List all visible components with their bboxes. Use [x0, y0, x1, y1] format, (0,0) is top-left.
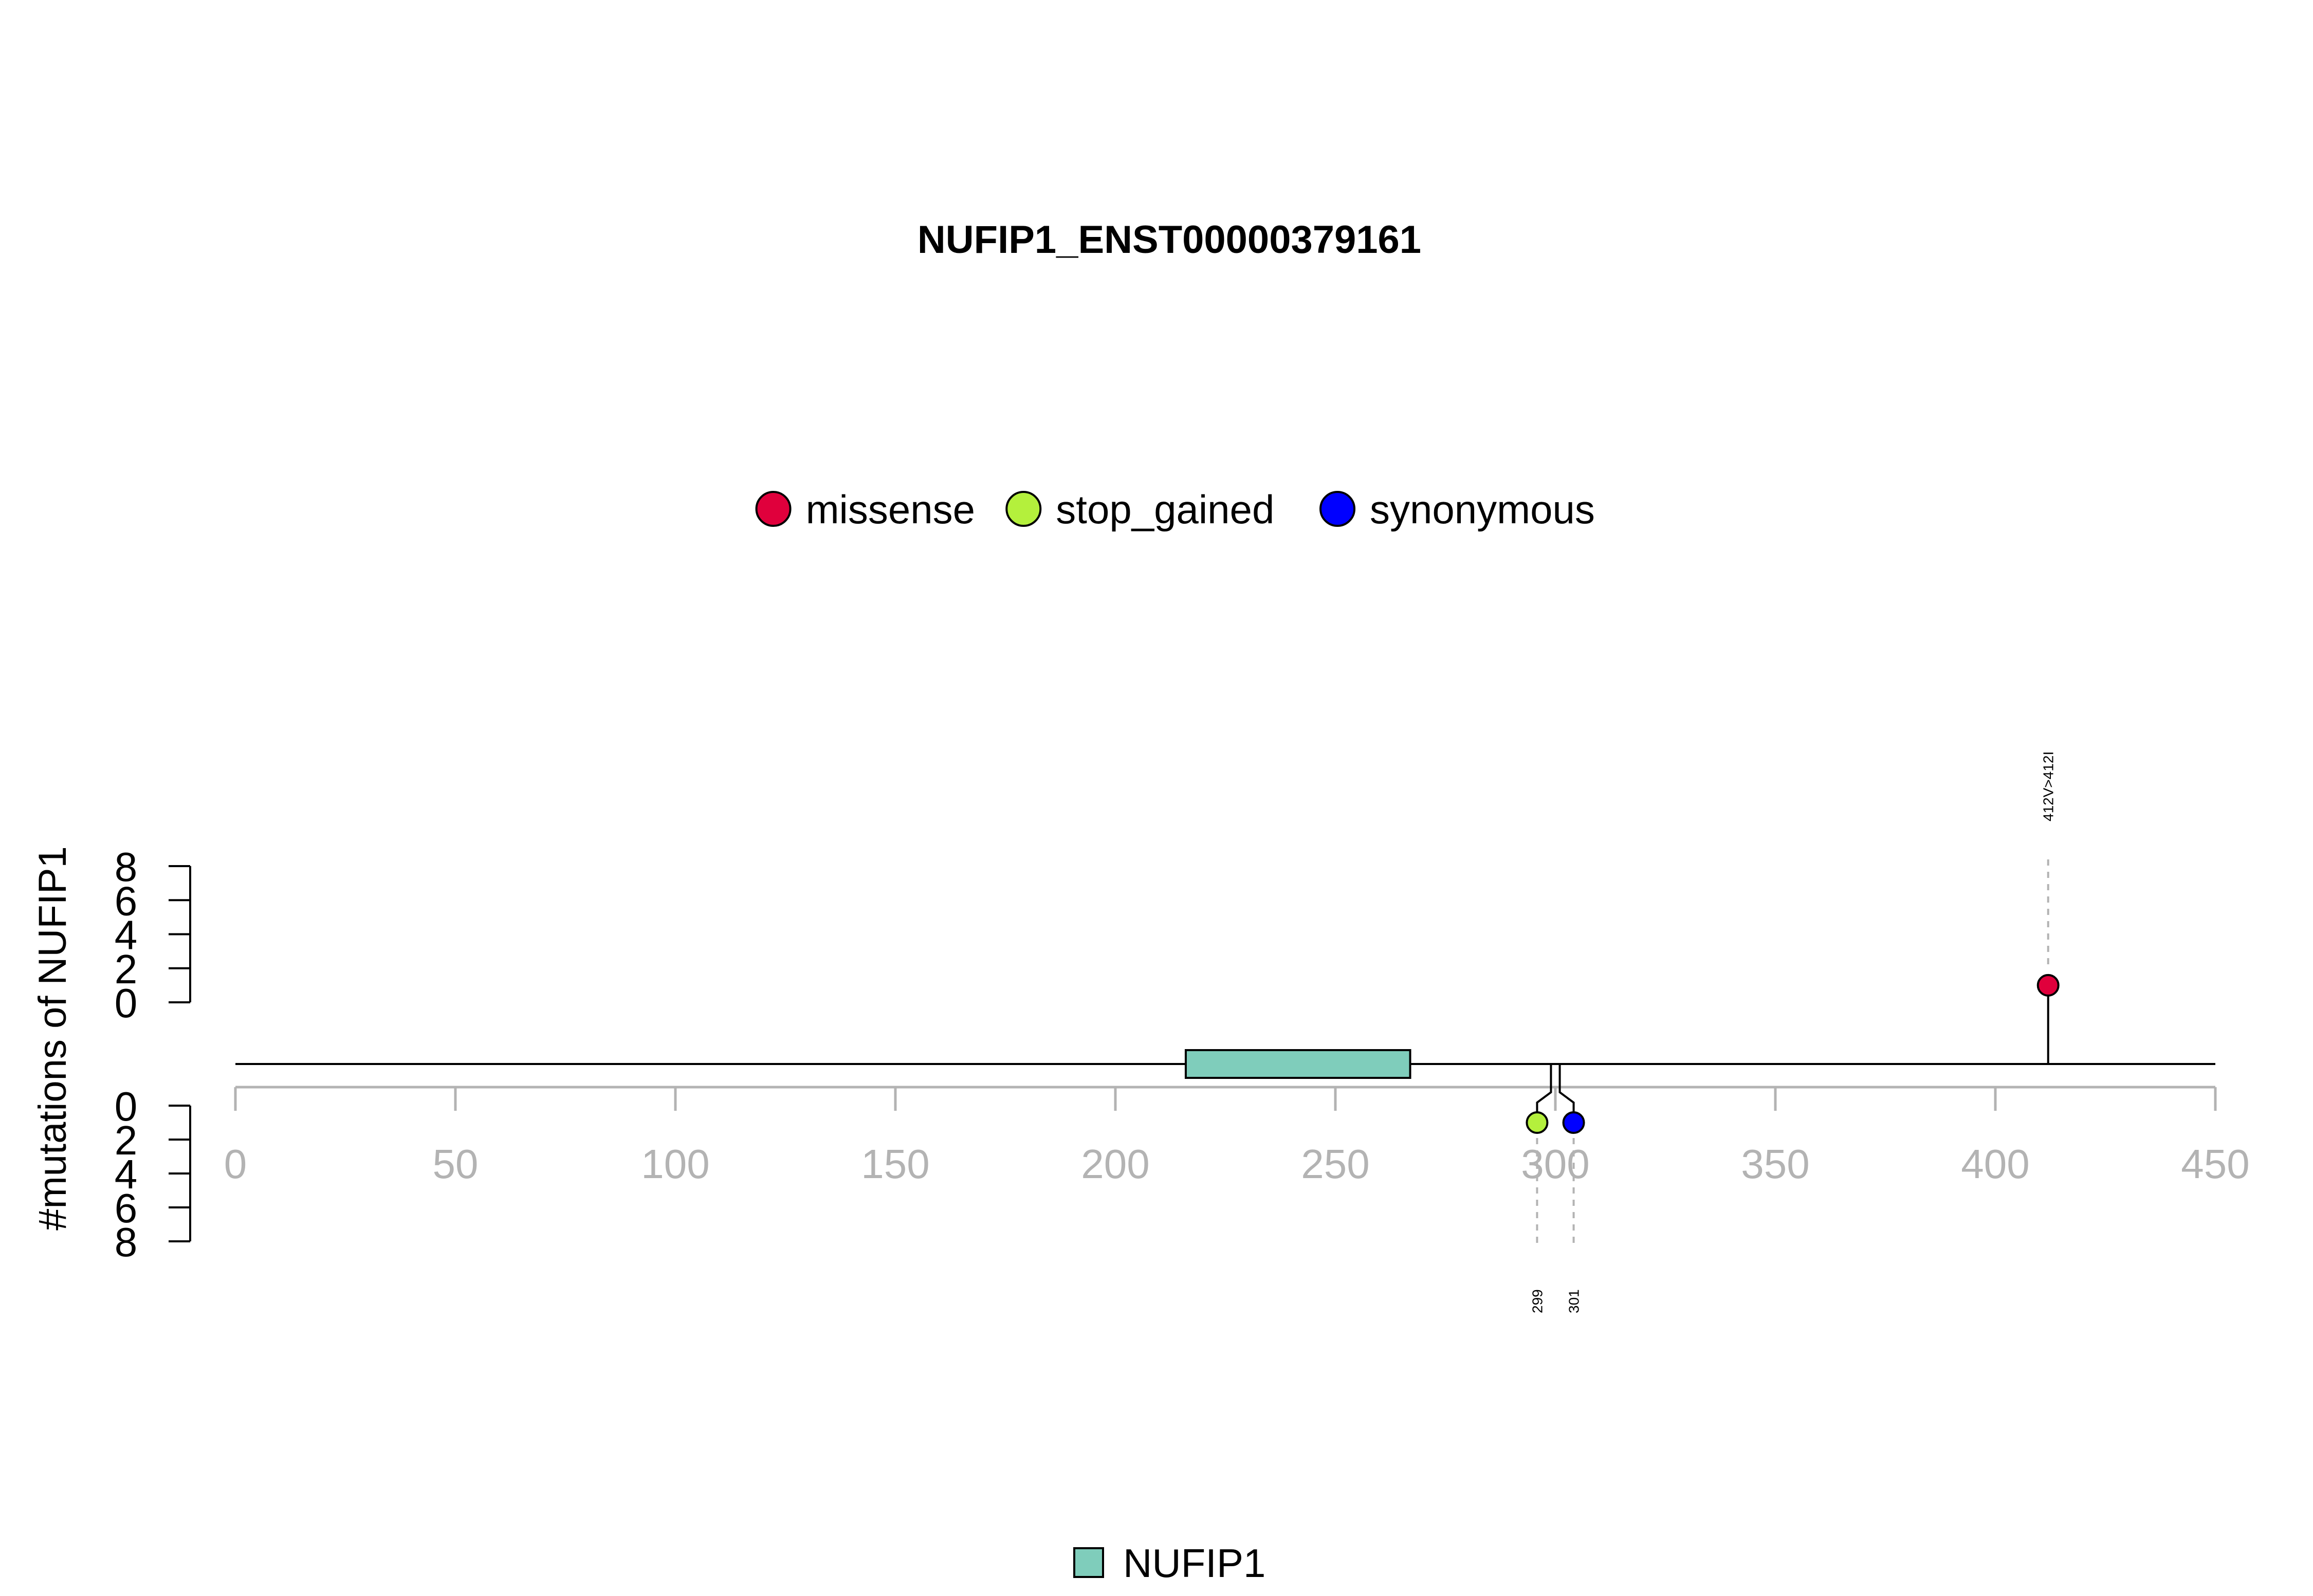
- mutation-label-301: 301: [1566, 1289, 1582, 1313]
- y-tick-label-bottom-8: 8: [115, 1219, 138, 1265]
- legend-item-missense: missense: [755, 487, 975, 532]
- y-tick-label-top-2: 2: [115, 946, 138, 992]
- x-tick-label-250: 250: [1301, 1141, 1369, 1187]
- legend-marker-stop_gained: [1005, 491, 1042, 527]
- x-tick-label-50: 50: [433, 1141, 479, 1187]
- mutation-top-412: 412V>412I: [2036, 751, 2060, 1064]
- y-tick-label-bottom-4: 4: [115, 1151, 138, 1197]
- y-tick-label-bottom-2: 2: [115, 1117, 138, 1163]
- legend-label-stop_gained: stop_gained: [1056, 487, 1274, 532]
- protein-domains: [1184, 1049, 1411, 1079]
- x-tick-label-200: 200: [1081, 1141, 1149, 1187]
- domain-legend-swatch-NUFIP1: [1073, 1547, 1104, 1578]
- x-tick-label-400: 400: [1961, 1141, 2029, 1187]
- y-tick-label-top-0: 0: [115, 980, 138, 1026]
- domain-NUFIP1: [1184, 1049, 1411, 1079]
- y-tick-label-top-4: 4: [115, 912, 138, 958]
- legend-marker-missense: [755, 491, 792, 527]
- chart-title: NUFIP1_ENST00000379161: [917, 218, 1421, 262]
- legend-item-stop_gained: stop_gained: [1005, 487, 1274, 532]
- mutation-stem-299: [1536, 1064, 1552, 1112]
- domain-legend-label-NUFIP1: NUFIP1: [1123, 1540, 1265, 1586]
- x-tick-label-0: 0: [224, 1141, 247, 1187]
- legend-label-synonymous: synonymous: [1370, 487, 1595, 532]
- mutation-type-legend: missense stop_gained synonymous: [755, 487, 1595, 532]
- x-tick-label-450: 450: [2181, 1141, 2249, 1187]
- x-tick-label-350: 350: [1741, 1141, 1809, 1187]
- x-tick-label-300: 300: [1521, 1141, 1589, 1187]
- domain-legend: NUFIP1: [1073, 1540, 1265, 1586]
- mutation-label-299: 299: [1529, 1289, 1545, 1313]
- mutation-lollipops: 412V>412I 299 301: [1526, 751, 2060, 1313]
- mutation-point-301: [1562, 1111, 1585, 1134]
- mutation-bottom-301: 301: [1558, 1064, 1585, 1313]
- x-axis: 0 50 100 150 200 250 300 350 400 450: [224, 1086, 2250, 1187]
- mutation-point-299: [1526, 1111, 1549, 1134]
- x-tick-label-100: 100: [641, 1141, 709, 1187]
- legend-marker-synonymous: [1319, 491, 1356, 527]
- legend-item-synonymous: synonymous: [1319, 487, 1595, 532]
- y-tick-label-top-8: 8: [115, 844, 138, 890]
- mutation-point-412: [2036, 974, 2060, 997]
- domain-legend-item-NUFIP1: NUFIP1: [1073, 1540, 1265, 1586]
- y-axis-label: #mutations of NUFIP1: [31, 846, 75, 1231]
- y-tick-label-top-6: 6: [115, 878, 138, 924]
- x-tick-label-150: 150: [861, 1141, 929, 1187]
- y-tick-label-bottom-0: 0: [115, 1084, 138, 1129]
- mutation-stem-301: [1558, 1064, 1575, 1112]
- mutation-bottom-299: 299: [1526, 1064, 1552, 1313]
- mutation-label-412: 412V>412I: [2041, 751, 2057, 821]
- y-tick-label-bottom-6: 6: [115, 1185, 138, 1231]
- legend-label-missense: missense: [806, 487, 975, 532]
